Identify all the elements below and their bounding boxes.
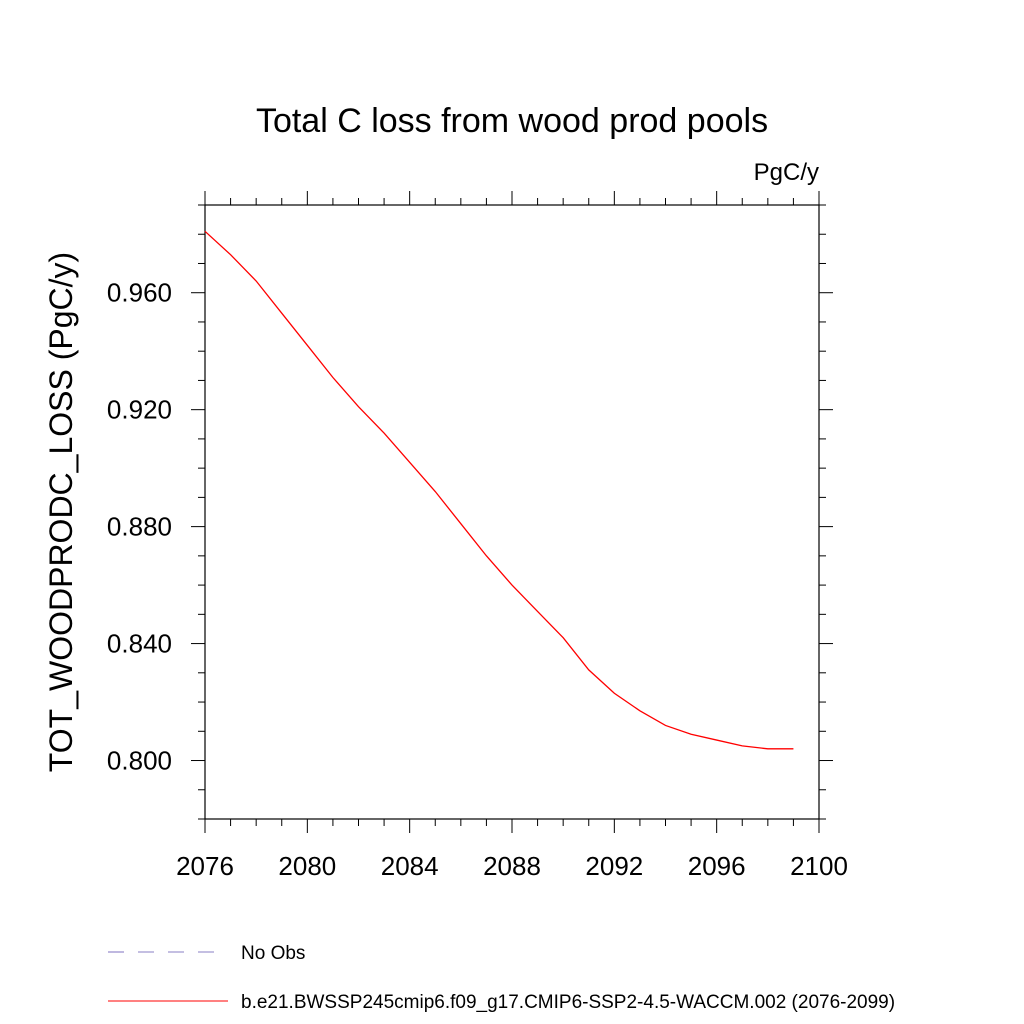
x-tick-label: 2088 — [483, 851, 541, 881]
y-axis-label: TOT_WOODPRODC_LOSS (PgC/y) — [43, 252, 79, 772]
x-tick-label: 2096 — [688, 851, 746, 881]
y-tick-label: 0.800 — [107, 746, 172, 776]
x-tick-label: 2100 — [790, 851, 848, 881]
legend-label: No Obs — [241, 943, 305, 964]
y-tick-label: 0.880 — [107, 512, 172, 542]
series-line — [204, 230, 794, 750]
x-tick-label: 2080 — [278, 851, 336, 881]
x-tick-label: 2084 — [381, 851, 439, 881]
y-tick-label: 0.840 — [107, 629, 172, 659]
plot-border — [204, 204, 820, 820]
plot-frame — [204, 204, 820, 820]
legend-label: b.e21.BWSSP245cmip6.f09_g17.CMIP6-SSP2-4… — [241, 992, 895, 1013]
axis-ticks — [191, 191, 833, 833]
x-tick-label: 2092 — [585, 851, 643, 881]
units-label: PgC/y — [754, 159, 819, 186]
chart-title: Total C loss from wood prod pools — [256, 102, 768, 140]
series-layer — [204, 230, 794, 750]
tick-labels: 2076 2080 2084 2088 2092 2096 2100 0.800 0.840 0.… — [107, 278, 848, 881]
y-tick-label: 0.920 — [107, 395, 172, 425]
y-tick-label: 0.960 — [107, 278, 172, 308]
legend: No Obs b.e21.BWSSP245cmip6.f09_g17.CMIP6-… — [108, 943, 895, 1013]
x-tick-label: 2076 — [176, 851, 234, 881]
